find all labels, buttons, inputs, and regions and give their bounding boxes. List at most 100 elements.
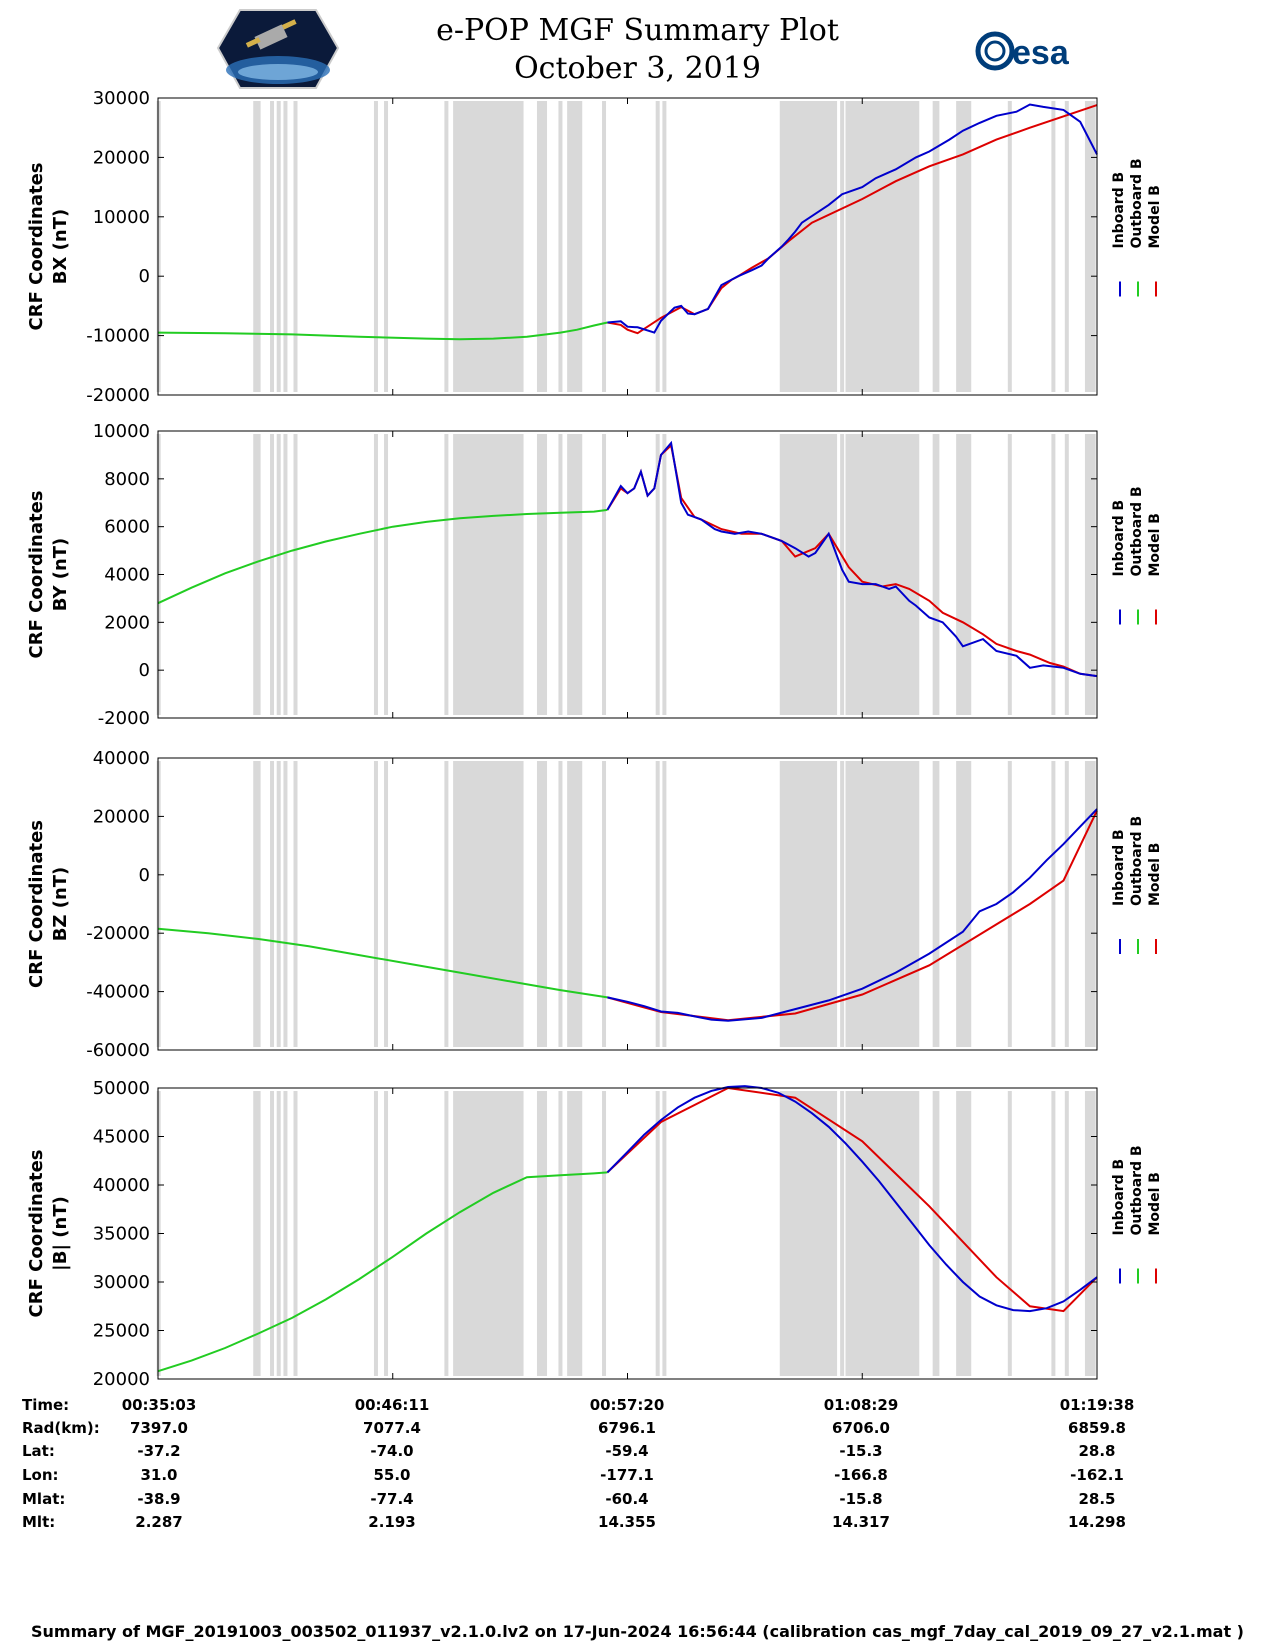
y-axis-label: CRF Coordinates [26, 820, 47, 988]
shade-bar [558, 1091, 563, 1376]
shade-bar [840, 101, 845, 392]
shade-block [781, 761, 838, 1047]
shade-bar [256, 1091, 261, 1376]
info-cell: 6796.1 [598, 1419, 656, 1437]
shade-bar [1088, 101, 1093, 392]
shade-bar [156, 761, 161, 1047]
y-axis-label: CRF Coordinates [26, 1150, 47, 1318]
shade-bar [602, 434, 607, 715]
shade-bar [283, 1091, 288, 1376]
shade-block [453, 434, 524, 715]
shade-bar [662, 1091, 667, 1376]
info-row-label: Time: [22, 1396, 69, 1414]
y-tick-label: 35000 [93, 1224, 150, 1245]
info-cell: -37.2 [137, 1442, 180, 1460]
shade-block [536, 761, 548, 1047]
shade-block [453, 761, 524, 1047]
shade-bar [1091, 761, 1096, 1047]
shade-bar [270, 761, 275, 1047]
legend-label: Outboard B [1129, 1145, 1145, 1235]
y-tick-label: 20000 [93, 1369, 150, 1390]
info-cell: 55.0 [373, 1466, 410, 1484]
info-cell: 28.5 [1078, 1490, 1115, 1508]
legend: Inboard B Outboard B Model B [1111, 816, 1163, 954]
shade-bar [270, 1091, 275, 1376]
series-line-inboard-b [607, 103, 1098, 334]
y-tick-label: 0 [139, 865, 150, 886]
shade-bar [444, 101, 449, 392]
shade-bar [293, 434, 298, 715]
shade-bar [1064, 434, 1069, 715]
shade-bar [256, 434, 261, 715]
series-line-outboard-b [157, 927, 608, 999]
shade-bar [270, 101, 275, 392]
info-cell: 00:35:03 [122, 1396, 197, 1414]
y-tick-label: 40000 [93, 748, 150, 769]
y-tick-label: 30000 [93, 88, 150, 109]
shade-bar [840, 1091, 845, 1376]
info-row-label: Lon: [22, 1466, 59, 1484]
shade-bar [253, 101, 258, 392]
shade-bar [293, 1091, 298, 1376]
shade-block [536, 101, 548, 392]
info-cell: 00:57:20 [590, 1396, 665, 1414]
shade-block [536, 434, 548, 715]
info-cell: 00:46:11 [355, 1396, 430, 1414]
legend: Inboard B Outboard B Model B [1111, 158, 1163, 297]
shade-bar [1084, 101, 1089, 392]
shade-bar [655, 434, 660, 715]
legend-label: Inboard B [1111, 500, 1127, 577]
title-line-1: e-POP MGF Summary Plot [436, 13, 839, 48]
shade-block [932, 1091, 940, 1376]
info-row-label: Lat: [22, 1442, 55, 1460]
shade-bar [1088, 1091, 1093, 1376]
legend-label: Inboard B [1111, 1159, 1127, 1236]
info-cell: 7397.0 [130, 1419, 188, 1437]
info-cell: -177.1 [600, 1466, 654, 1484]
y-tick-label: 40000 [93, 1175, 150, 1196]
info-cell: 6859.8 [1068, 1419, 1126, 1437]
shade-bar [293, 761, 298, 1047]
shade-bar [558, 434, 563, 715]
shade-bar [1064, 101, 1069, 392]
y-tick-label: 20000 [93, 806, 150, 827]
y-tick-label: 2000 [104, 612, 150, 633]
info-cell: 28.8 [1078, 1442, 1115, 1460]
y-tick-label: 25000 [93, 1321, 150, 1342]
shade-block [932, 761, 940, 1047]
shade-bar [655, 761, 660, 1047]
y-axis-label: CRF Coordinates [26, 491, 47, 659]
shade-bar [276, 101, 281, 392]
shade-block [567, 761, 583, 1047]
shade-bar [840, 434, 845, 715]
y-tick-label: 50000 [93, 1078, 150, 1099]
footer-summary: Summary of MGF_20191003_003502_011937_v2… [31, 1622, 1244, 1641]
shade-bar [444, 761, 449, 1047]
title-line-2: October 3, 2019 [514, 51, 761, 86]
epop-mission-logo [216, 9, 340, 89]
shade-block [567, 101, 583, 392]
info-cell: -59.4 [605, 1442, 648, 1460]
eclipse-shading-group [156, 101, 1096, 392]
info-cell: -60.4 [605, 1490, 648, 1508]
y-axis-unit-label: BX (nT) [50, 209, 71, 284]
shade-bar [602, 101, 607, 392]
shade-bar [1007, 434, 1012, 715]
shade-block [781, 434, 838, 715]
legend-label: Inboard B [1111, 172, 1127, 249]
shade-bar [156, 101, 161, 392]
info-cell: 14.317 [832, 1513, 890, 1531]
shade-block [567, 434, 583, 715]
shade-bar [373, 101, 378, 392]
shade-bar [283, 761, 288, 1047]
legend-label: Model B [1147, 513, 1163, 576]
y-tick-label: 30000 [93, 1272, 150, 1293]
y-tick-label: 45000 [93, 1127, 150, 1148]
shade-block [453, 101, 524, 392]
info-cell: 14.298 [1068, 1513, 1126, 1531]
info-cell: 2.193 [368, 1513, 415, 1531]
shade-bar [283, 434, 288, 715]
legend: Inboard B Outboard B Model B [1111, 1145, 1163, 1284]
panel-4: 50000 45000 40000 35000 30000 25000 20000 CRF C… [26, 1078, 1163, 1390]
